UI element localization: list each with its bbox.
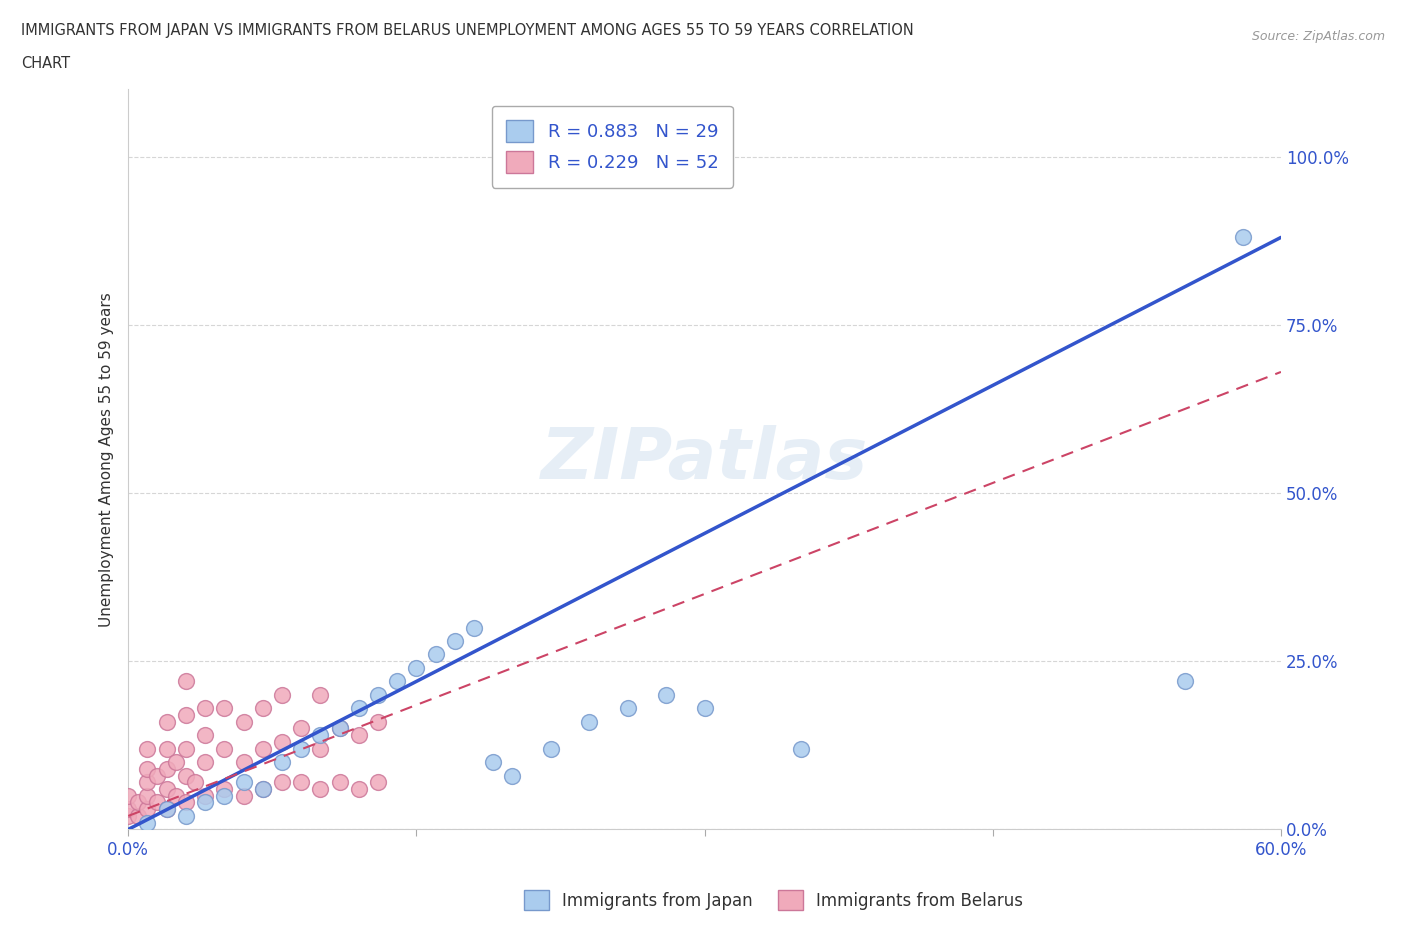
Legend: R = 0.883   N = 29, R = 0.229   N = 52: R = 0.883 N = 29, R = 0.229 N = 52: [492, 106, 733, 188]
Point: [693, 701, 716, 716]
Point: [194, 795, 217, 810]
Point: [367, 687, 389, 702]
Point: [271, 754, 294, 769]
Point: [174, 795, 197, 810]
Text: Source: ZipAtlas.com: Source: ZipAtlas.com: [1251, 30, 1385, 43]
Point: [156, 802, 179, 817]
Point: [156, 781, 179, 796]
Point: [184, 775, 207, 790]
Point: [309, 728, 332, 743]
Point: [309, 781, 332, 796]
Point: [117, 808, 139, 823]
Point: [194, 789, 217, 804]
Point: [578, 714, 600, 729]
Point: [174, 708, 197, 723]
Point: [156, 714, 179, 729]
Point: [156, 762, 179, 777]
Point: [501, 768, 523, 783]
Point: [329, 721, 352, 736]
Point: [290, 721, 312, 736]
Y-axis label: Unemployment Among Ages 55 to 59 years: Unemployment Among Ages 55 to 59 years: [100, 292, 114, 627]
Point: [271, 775, 294, 790]
Point: [174, 674, 197, 689]
Point: [1232, 230, 1254, 245]
Point: [252, 781, 274, 796]
Point: [232, 714, 254, 729]
Point: [214, 741, 236, 756]
Point: [174, 741, 197, 756]
Point: [367, 714, 389, 729]
Point: [165, 754, 187, 769]
Point: [194, 701, 217, 716]
Point: [146, 768, 169, 783]
Point: [117, 802, 139, 817]
Point: [271, 735, 294, 750]
Point: [347, 701, 370, 716]
Point: [405, 660, 427, 675]
Point: [347, 728, 370, 743]
Point: [127, 795, 149, 810]
Point: [136, 762, 159, 777]
Point: [156, 802, 179, 817]
Point: [387, 674, 409, 689]
Point: [232, 789, 254, 804]
Point: [252, 741, 274, 756]
Point: [136, 741, 159, 756]
Text: IMMIGRANTS FROM JAPAN VS IMMIGRANTS FROM BELARUS UNEMPLOYMENT AMONG AGES 55 TO 5: IMMIGRANTS FROM JAPAN VS IMMIGRANTS FROM…: [21, 23, 914, 38]
Point: [290, 741, 312, 756]
Point: [136, 789, 159, 804]
Point: [214, 781, 236, 796]
Legend: Immigrants from Japan, Immigrants from Belarus: Immigrants from Japan, Immigrants from B…: [517, 884, 1029, 917]
Point: [146, 795, 169, 810]
Point: [194, 754, 217, 769]
Point: [616, 701, 638, 716]
Point: [214, 789, 236, 804]
Point: [165, 789, 187, 804]
Point: [136, 775, 159, 790]
Point: [174, 768, 197, 783]
Point: [232, 754, 254, 769]
Point: [290, 775, 312, 790]
Point: [271, 687, 294, 702]
Point: [117, 789, 139, 804]
Point: [136, 802, 159, 817]
Point: [156, 741, 179, 756]
Point: [214, 701, 236, 716]
Point: [329, 775, 352, 790]
Point: [1174, 674, 1197, 689]
Point: [252, 701, 274, 716]
Point: [463, 620, 485, 635]
Point: [136, 816, 159, 830]
Point: [232, 775, 254, 790]
Point: [540, 741, 562, 756]
Point: [347, 781, 370, 796]
Point: [252, 781, 274, 796]
Point: [367, 775, 389, 790]
Point: [655, 687, 678, 702]
Text: CHART: CHART: [21, 56, 70, 71]
Point: [309, 741, 332, 756]
Point: [425, 647, 447, 662]
Point: [329, 721, 352, 736]
Point: [127, 808, 149, 823]
Point: [444, 633, 467, 648]
Point: [309, 687, 332, 702]
Point: [482, 754, 505, 769]
Point: [789, 741, 811, 756]
Point: [194, 728, 217, 743]
Text: ZIPatlas: ZIPatlas: [541, 425, 869, 494]
Point: [174, 808, 197, 823]
